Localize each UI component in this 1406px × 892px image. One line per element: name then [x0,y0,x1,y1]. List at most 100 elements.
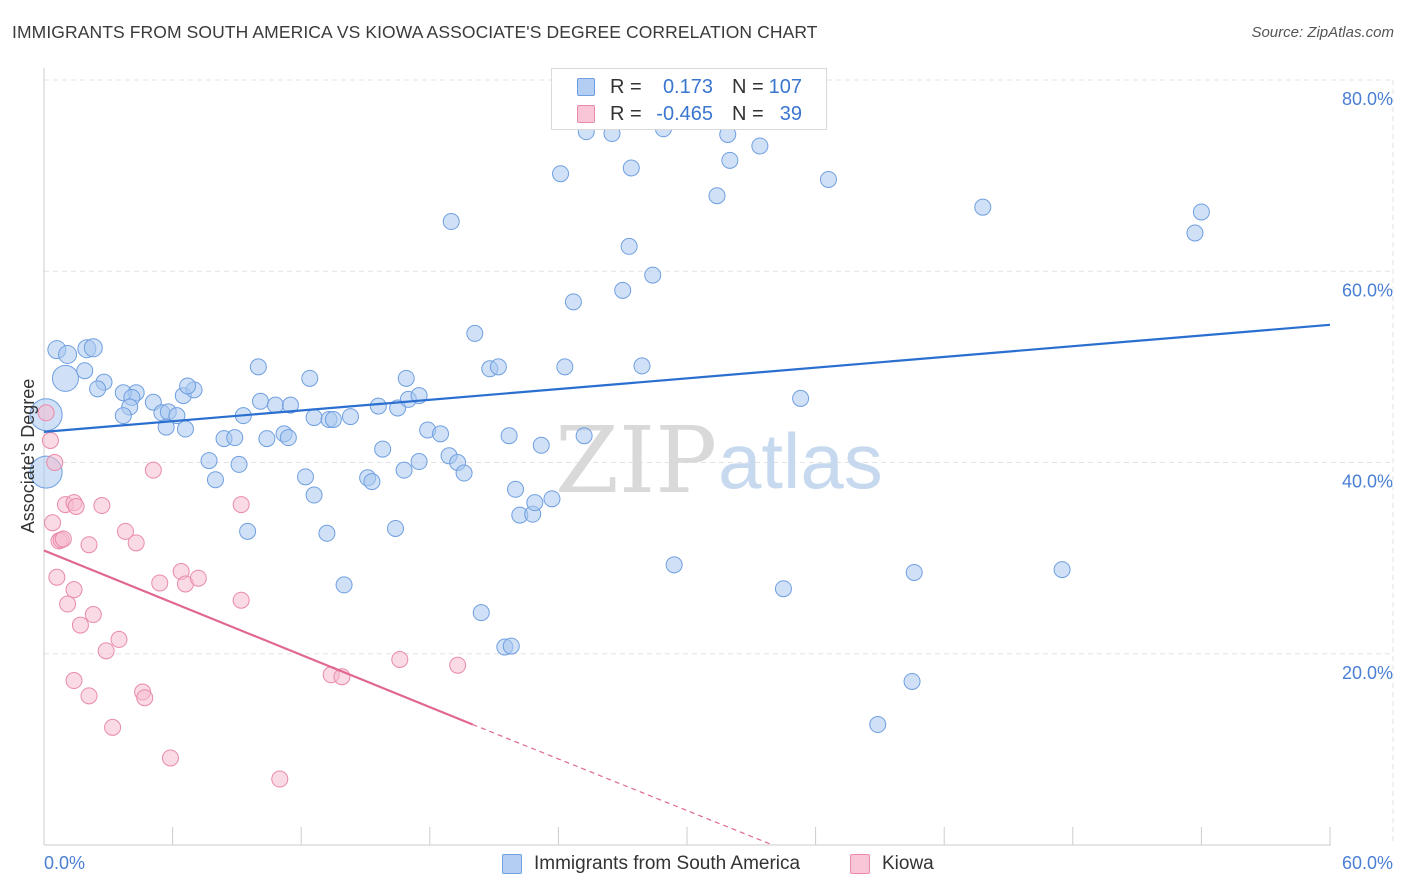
scatter-point-south-america [206,471,224,489]
scatter-point-south-america [620,237,638,255]
legend-r-value: 0.173 [662,76,713,98]
scatter-point-south-america [369,397,387,415]
scatter-point-south-america [500,427,518,445]
scatter-point-south-america [281,396,299,414]
scatter-point-south-america [721,151,739,169]
scatter-point-south-america [200,452,218,470]
scatter-point-south-america [903,672,921,690]
scatter-point-south-america [395,461,413,479]
trend-lines [43,323,1331,846]
scatter-point-south-america [622,159,640,177]
scatter-point-south-america [249,358,267,376]
legend-row-kiowa: R = -0.465 N = 39 [552,101,826,128]
scatter-point-south-america [83,338,103,358]
scatter-point-south-america [1053,561,1071,579]
scatter-point-kiowa [65,672,83,690]
scatter-point-kiowa [41,432,59,450]
scatter-point-kiowa [151,574,169,592]
scatter-point-south-america [502,637,520,655]
scatter-point-south-america [507,480,525,498]
legend-swatch-pink [577,105,595,123]
scatter-point-south-america [176,420,194,438]
y-tick-label: 60.0% [1342,280,1393,300]
legend-label-south-america: Immigrants from South America [534,853,801,874]
scatter-point-kiowa [84,606,102,624]
scatter-point-south-america [543,490,561,508]
legend-n-label: N = [732,103,764,125]
scatter-point-kiowa [97,642,115,660]
scatter-point-kiowa [232,496,250,514]
scatter-point-kiowa [144,461,162,479]
scatter-point-south-america [305,486,323,504]
scatter-point-south-america [442,213,460,231]
scatter-point-south-america [532,436,550,454]
scatter-point-kiowa [80,536,98,554]
scatter-point-kiowa [54,530,72,548]
y-tick-label: 40.0% [1342,472,1393,492]
scatter-point-south-america [397,369,415,387]
y-axis-label: Associate's Degree [18,379,38,534]
scatter-point-south-america [614,281,632,299]
scatter-point-south-america [489,358,507,376]
legend-swatch-pink [850,854,870,874]
scatter-point-south-america [556,358,574,376]
legend-row-south-america: R = 0.173 N = 107 [552,74,826,101]
scatter-point-south-america [114,407,132,425]
legend-n-value: 39 [779,103,802,125]
trendline-kiowa [43,549,474,726]
scatter-point-kiowa [161,749,179,767]
trendline-south-america [43,323,1331,433]
scatter-point-kiowa [136,689,154,707]
scatter-point-kiowa [449,656,467,674]
scatter-point-south-america [792,389,810,407]
scatter-point-south-america [665,556,683,574]
legend-n-value: 107 [768,76,802,98]
legend-r-value: -0.465 [656,103,713,125]
scatter-point-south-america [179,377,197,395]
scatter-point-south-america [374,440,392,458]
scatter-point-kiowa [46,454,64,471]
scatter-point-south-america [774,580,792,598]
legend-r-label: R = [610,76,642,98]
scatter-point-kiowa [104,718,122,736]
scatter-point-south-america [575,427,593,445]
scatter-point-kiowa [189,569,207,587]
y-tick-label: 20.0% [1342,663,1393,683]
scatter-point-south-america [51,364,79,392]
y-tick-label: 80.0% [1342,89,1393,109]
legend-swatch-blue [502,854,522,874]
scatter-point-south-america [58,344,78,364]
scatter-point-south-america [869,716,887,734]
legend-label-kiowa: Kiowa [882,853,934,874]
scatter-point-south-america [296,468,314,486]
scatter-point-kiowa [93,497,111,515]
scatter-point-south-america [633,357,651,375]
y-tick-labels: 20.0% 40.0% 60.0% 80.0% [1342,89,1393,683]
scatter-point-kiowa [232,591,250,609]
scatter-point-kiowa [127,534,145,552]
scatter-point-south-america [230,455,248,473]
scatter-point-south-america [387,519,405,537]
scatter-point-south-america [318,524,336,542]
scatter-point-south-america [324,410,342,428]
legend-n-label: N = [732,76,764,98]
scatter-point-kiowa [59,595,77,613]
scatter-point-south-america [266,396,284,414]
x-tick-label-min: 0.0% [44,853,85,873]
scatter-point-south-america [279,429,297,447]
scatter-point-kiowa [116,522,134,540]
scatter-point-south-america [301,369,319,387]
trendline-kiowa-extension [472,723,773,846]
scatter-point-kiowa [67,497,85,515]
legend-swatch-blue [577,78,595,96]
scatter-point-south-america [239,522,257,540]
scatter-point-south-america [305,409,323,427]
x-tick-label-max: 60.0% [1342,853,1393,873]
scatter-point-south-america [1186,224,1204,242]
scatter-point-kiowa [110,630,128,648]
series-kiowa-points [37,404,467,788]
chart-source: Source: ZipAtlas.com [1251,24,1394,41]
scatter-point-south-america [89,380,107,398]
watermark-zip: ZIP [555,407,717,514]
scatter-point-south-america [819,170,837,188]
